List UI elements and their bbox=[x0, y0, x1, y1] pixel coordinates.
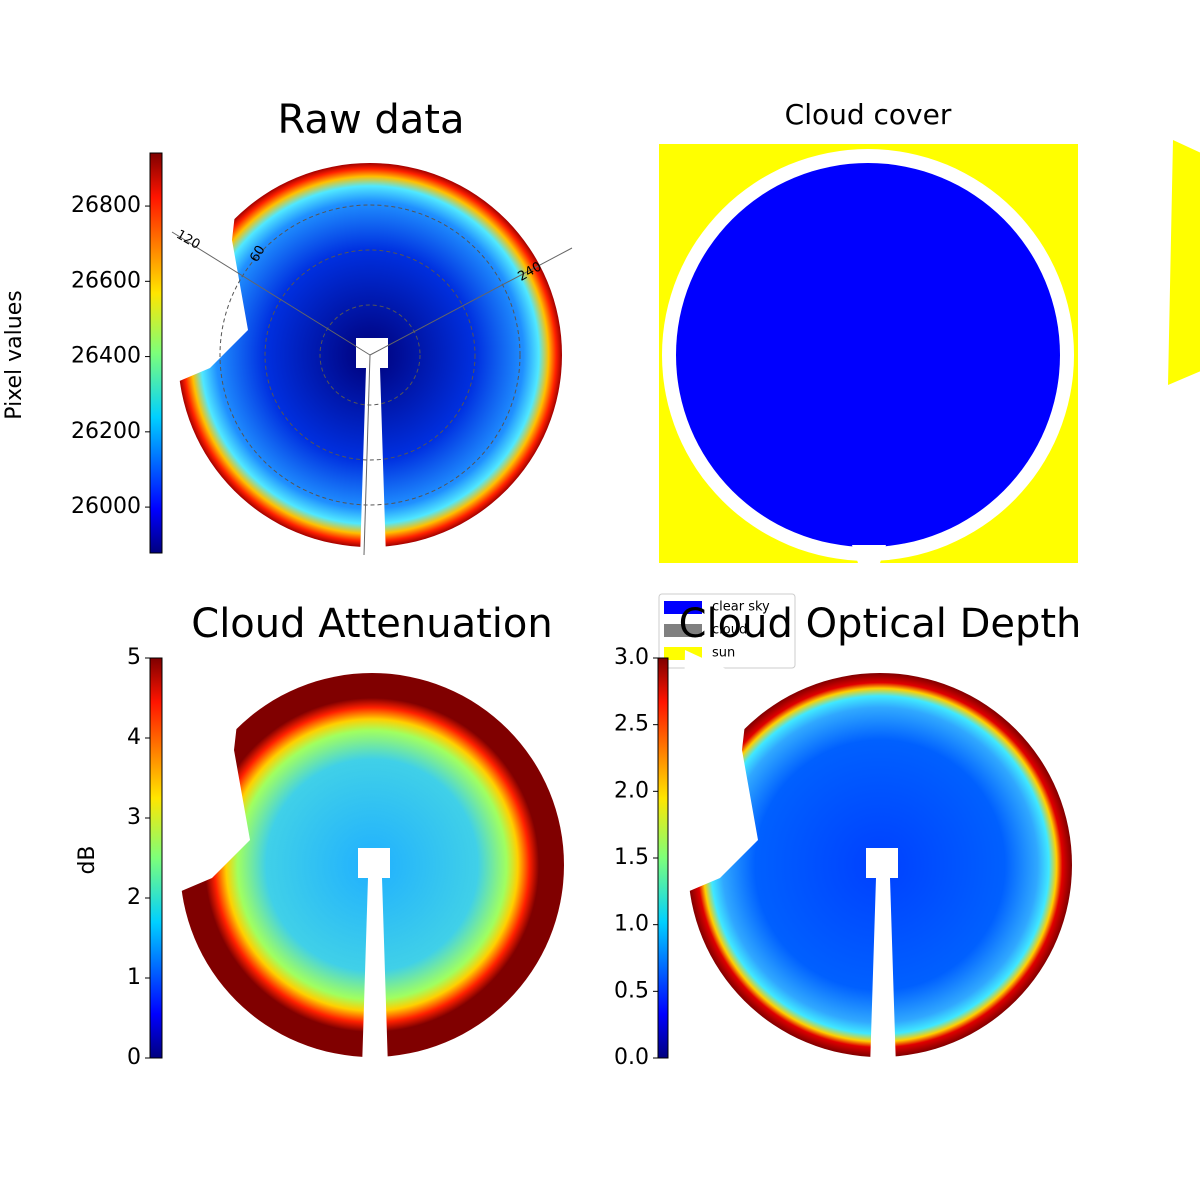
colorbar-tick-label: 2.5 bbox=[614, 712, 649, 737]
colorbar-tick-label: 3 bbox=[127, 805, 141, 830]
colorbar-label: dB bbox=[75, 845, 100, 874]
colorbar-tick-label: 4 bbox=[127, 725, 141, 750]
polar-spoke bbox=[171, 231, 371, 356]
pole-mask bbox=[866, 848, 898, 1068]
sky-image bbox=[680, 650, 1072, 1068]
colorbar-tick-label: 0 bbox=[127, 1045, 141, 1070]
colorbar-tick-label: 5 bbox=[127, 645, 141, 670]
legend-swatch bbox=[664, 624, 702, 637]
colorbar-tick-label: 1.0 bbox=[614, 912, 649, 937]
pole-mask bbox=[358, 848, 390, 1068]
colorbar-tick-label: 3.0 bbox=[614, 645, 649, 670]
polar-spoke bbox=[363, 354, 371, 556]
colorbar-tick-label: 0.5 bbox=[614, 978, 649, 1003]
sky-mask bbox=[680, 650, 758, 895]
pole-gap bbox=[852, 545, 886, 563]
colorbar-label: Pixel values bbox=[2, 290, 27, 419]
cloud-cover-image bbox=[659, 140, 1200, 563]
sky-mask bbox=[1168, 140, 1200, 385]
colorbar-tick-label: 2 bbox=[127, 885, 141, 910]
colorbar-tick-label: 26600 bbox=[71, 268, 141, 293]
sky-mask bbox=[170, 140, 248, 385]
colorbar-tick-label: 1.5 bbox=[614, 845, 649, 870]
legend-label: cloud bbox=[712, 623, 747, 638]
colorbar bbox=[657, 657, 669, 1059]
legend: clear sky cloud sun bbox=[658, 593, 796, 669]
panel-title: Cloud Attenuation bbox=[191, 601, 552, 647]
panel-title: Cloud cover bbox=[785, 98, 952, 131]
colorbar-tick-label: 0.0 bbox=[614, 1045, 649, 1070]
colorbar-tick-label: 26400 bbox=[71, 344, 141, 369]
polar-ring bbox=[264, 249, 476, 461]
clear-sky-disk bbox=[676, 163, 1060, 547]
colorbar-tick-label: 2.0 bbox=[614, 778, 649, 803]
legend-label: sun bbox=[712, 646, 735, 661]
polar-ring bbox=[319, 304, 421, 406]
colorbar-tick-label: 1 bbox=[127, 965, 141, 990]
polar-ring bbox=[219, 204, 521, 506]
polar-label: 60 bbox=[247, 243, 268, 265]
sky-mask bbox=[172, 650, 250, 895]
legend-swatch bbox=[664, 601, 702, 614]
colorbar-tick-label: 26000 bbox=[71, 494, 141, 519]
colorbar-tick-label: 26800 bbox=[71, 193, 141, 218]
colorbar-tick-label: 26200 bbox=[71, 419, 141, 444]
colorbar bbox=[149, 657, 163, 1059]
panel-title: Cloud Optical Depth bbox=[679, 601, 1082, 647]
panel-title: Raw data bbox=[278, 97, 465, 143]
legend-label: clear sky bbox=[712, 600, 770, 615]
colorbar bbox=[149, 152, 163, 554]
polar-spoke bbox=[369, 247, 573, 356]
pole-mask bbox=[356, 338, 388, 558]
sky-image bbox=[172, 650, 564, 1068]
